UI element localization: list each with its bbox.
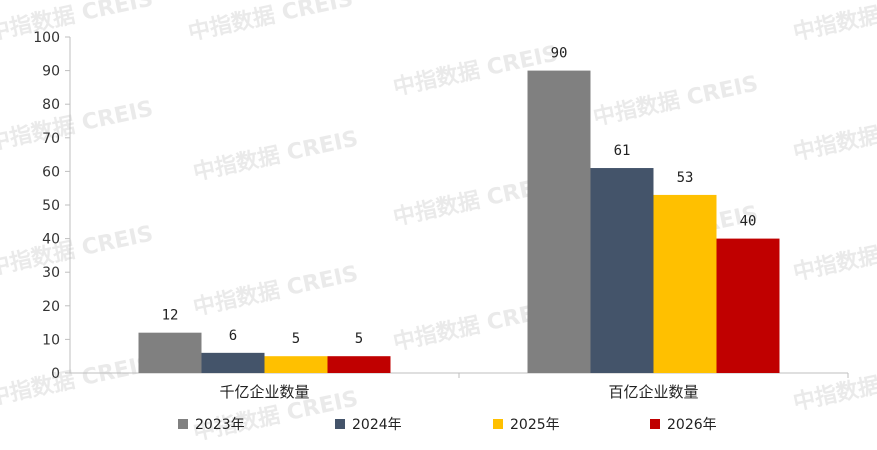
bar-0-3 <box>327 356 391 373</box>
legend-swatch-2 <box>493 419 503 429</box>
data-label-0-1: 6 <box>229 328 237 344</box>
legend-label-0: 2023年 <box>195 417 245 433</box>
watermark-17: 中指数据 CREIS <box>791 356 877 416</box>
x-category-label-1: 百亿企业数量 <box>608 383 698 401</box>
y-tick-label-8: 80 <box>42 97 60 113</box>
legend-label-1: 2024年 <box>352 417 402 433</box>
legend-label-3: 2026年 <box>667 417 717 433</box>
chart-data-labels: 12 6 5 5 90 61 53 40 <box>162 46 757 348</box>
chart-bars <box>138 70 780 373</box>
y-tick-label-10: 100 <box>33 30 60 46</box>
bar-1-1 <box>590 168 654 373</box>
legend-swatch-3 <box>650 419 660 429</box>
data-label-0-2: 5 <box>292 331 300 347</box>
y-tick-label-3: 30 <box>42 265 60 281</box>
watermark-3: 中指数据 CREIS <box>591 71 761 131</box>
data-label-0-3: 5 <box>355 331 363 347</box>
legend-swatch-0 <box>178 419 188 429</box>
watermark-11: 中指数据 CREIS <box>191 261 361 321</box>
watermark-15: 中指数据 CREIS <box>0 351 155 411</box>
watermark-5: 中指数据 CREIS <box>0 96 155 156</box>
y-tick-label-9: 90 <box>42 64 60 80</box>
watermark-4: 中指数据 CREIS <box>791 0 877 46</box>
data-label-1-2: 53 <box>677 170 694 186</box>
y-tick-label-0: 0 <box>51 366 60 382</box>
bar-0-2 <box>264 356 328 373</box>
watermark-9: 中指数据 CREIS <box>791 106 877 166</box>
watermark-0: 中指数据 CREIS <box>0 0 155 46</box>
y-tick-label-7: 70 <box>42 131 60 147</box>
data-label-1-3: 40 <box>740 214 757 230</box>
watermark-10: 中指数据 CREIS <box>0 221 155 281</box>
watermark-6: 中指数据 CREIS <box>191 126 361 186</box>
legend-swatch-1 <box>335 419 345 429</box>
y-tick-label-1: 10 <box>42 332 60 348</box>
watermark-1: 中指数据 CREIS <box>186 0 356 46</box>
x-category-label-0: 千亿企业数量 <box>219 383 309 401</box>
legend-label-2: 2025年 <box>510 417 560 433</box>
y-tick-label-5: 50 <box>42 198 60 214</box>
bar-0-0 <box>138 332 202 373</box>
chart-legend: 2023年 2024年 2025年 2026年 <box>178 417 717 433</box>
watermark-14: 中指数据 CREIS <box>791 226 877 286</box>
data-label-1-0: 90 <box>551 46 568 62</box>
y-tick-label-2: 20 <box>42 299 60 315</box>
bar-1-3 <box>716 238 780 373</box>
y-tick-label-4: 40 <box>42 232 60 248</box>
bar-0-1 <box>201 352 265 373</box>
y-tick-label-6: 60 <box>42 164 60 180</box>
data-label-1-1: 61 <box>614 143 631 159</box>
bar-1-0 <box>527 70 591 373</box>
chart-axes: 0 10 20 30 40 50 60 70 80 90 100 千亿企业数量 百亿企业数量 <box>33 30 849 401</box>
bar-1-2 <box>653 194 717 373</box>
data-label-0-0: 12 <box>162 308 179 324</box>
